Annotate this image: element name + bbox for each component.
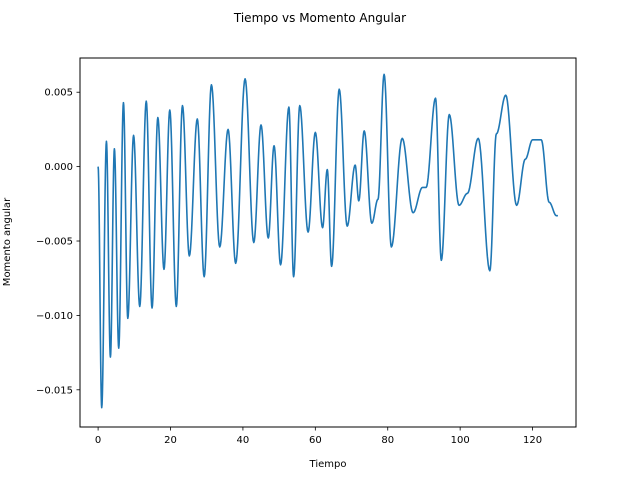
x-axis-label: Tiempo (309, 459, 347, 470)
series-layer (97, 73, 559, 409)
x-tick-label: 60 (309, 435, 322, 446)
y-tick-label: −0.015 (36, 385, 73, 396)
plot-area-frame (79, 57, 577, 428)
y-tick-label: −0.005 (36, 237, 73, 248)
x-tick-label: 0 (95, 435, 101, 446)
y-tick-label: −0.010 (36, 311, 73, 322)
chart-title: Tiempo vs Momento Angular (233, 11, 406, 25)
x-tick-label: 80 (381, 435, 394, 446)
series-line (97, 73, 559, 409)
x-tick-label: 40 (237, 435, 250, 446)
y-tick-label: 0.000 (44, 162, 73, 173)
y-tick-label: 0.005 (44, 88, 73, 99)
x-tick-label: 20 (164, 435, 177, 446)
y-axis-ticks: −0.015 −0.010 −0.005 0.000 0.005 (36, 88, 80, 396)
x-tick-label: 120 (523, 435, 542, 446)
x-axis-ticks: 0 20 40 60 80 100 120 (95, 427, 542, 446)
y-axis-label: Momento angular (2, 197, 13, 286)
x-tick-label: 100 (451, 435, 470, 446)
